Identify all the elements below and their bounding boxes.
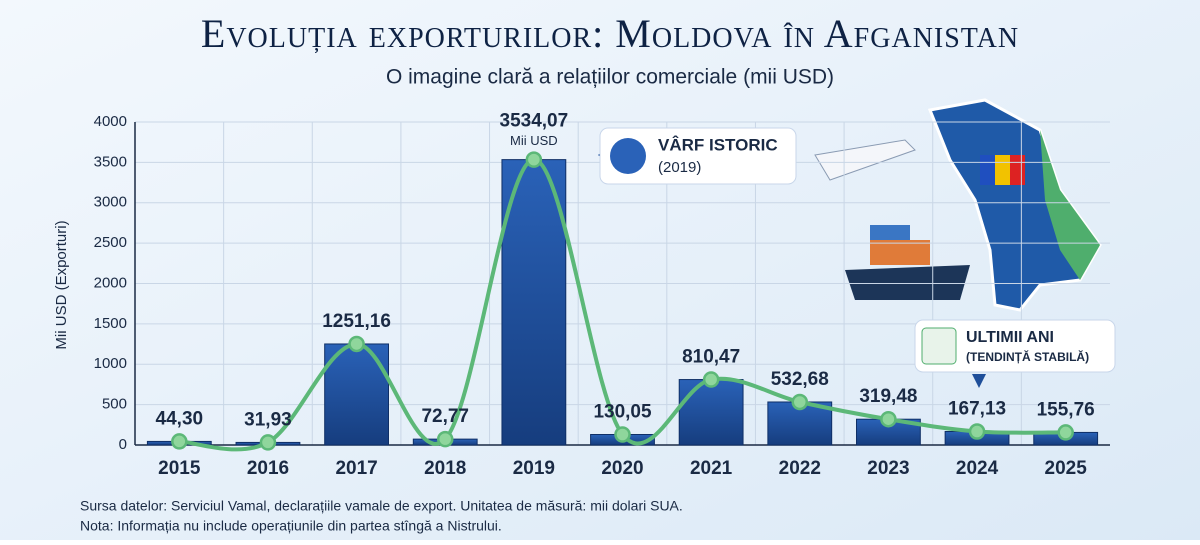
x-tick-label: 2022	[779, 458, 821, 479]
value-label: 3534,07	[500, 111, 569, 132]
trend-point	[614, 426, 631, 443]
value-unit: Mii USD	[510, 133, 558, 148]
chart-subtitle: O imagine clară a relațiilor comerciale …	[386, 66, 834, 89]
bar	[678, 379, 744, 446]
callout-text: (TENDINȚĂ STABILĂ)	[966, 349, 1089, 364]
trend-point	[791, 393, 809, 411]
y-axis-label: Mii USD (Exporturi)	[53, 220, 70, 349]
value-label: 130,05	[593, 402, 652, 423]
value-label: 810,47	[682, 347, 740, 368]
trend-point	[968, 423, 986, 440]
trend-point	[880, 410, 897, 428]
y-tick-label: 1500	[94, 315, 127, 332]
value-label: 44,30	[156, 408, 204, 429]
value-label: 155,76	[1037, 399, 1095, 420]
x-tick-label: 2019	[513, 458, 555, 479]
x-tick-label: 2025	[1045, 458, 1088, 479]
callout-text: (2019)	[658, 159, 701, 176]
bar	[501, 159, 567, 446]
trend-point	[1057, 424, 1074, 441]
value-label: 167,13	[948, 399, 1006, 420]
x-tick-label: 2023	[867, 458, 909, 479]
y-tick-label: 3000	[94, 194, 127, 211]
x-tick-label: 2018	[424, 458, 466, 479]
y-tick-label: 3500	[94, 153, 127, 170]
y-tick-label: 0	[119, 436, 127, 453]
y-tick-label: 500	[102, 396, 127, 413]
value-label: 72,77	[421, 406, 469, 427]
value-label: 31,93	[244, 409, 292, 430]
x-tick-label: 2020	[601, 458, 643, 479]
callout-recent: ULTIMII ANI (TENDINȚĂ STABILĂ)	[914, 319, 1116, 388]
callout-title: ULTIMII ANI	[966, 329, 1054, 346]
note: Nota: Informația nu include operațiunile…	[80, 518, 502, 534]
callout-peak: VÂRF ISTORIC (2019)	[598, 127, 797, 185]
chart-title: Evoluția exporturilor: Moldova în Afgani…	[201, 11, 1019, 56]
decoration	[814, 98, 1102, 312]
note: Sursa datelor: Serviciul Vamal, declaraț…	[80, 498, 683, 514]
y-tick-label: 1000	[94, 355, 127, 372]
callout-title: VÂRF ISTORIC	[658, 135, 778, 154]
y-tick-label: 2500	[94, 234, 127, 251]
value-label: 532,68	[771, 369, 829, 390]
x-tick-label: 2017	[335, 458, 377, 479]
x-tick-label: 2016	[247, 458, 289, 479]
x-tick-label: 2021	[690, 458, 733, 479]
value-label: 1251,16	[322, 311, 391, 332]
x-tick-label: 2015	[158, 458, 201, 479]
trend-point	[436, 430, 454, 448]
x-tick-label: 2024	[956, 458, 999, 479]
y-tick-label: 4000	[94, 113, 127, 130]
trend-point	[348, 335, 365, 353]
trend-point	[702, 371, 720, 388]
trend-point	[259, 434, 277, 451]
value-label: 319,48	[859, 386, 917, 407]
y-tick-label: 2000	[94, 274, 127, 291]
trend-point	[525, 151, 543, 168]
trend-point	[171, 433, 188, 450]
